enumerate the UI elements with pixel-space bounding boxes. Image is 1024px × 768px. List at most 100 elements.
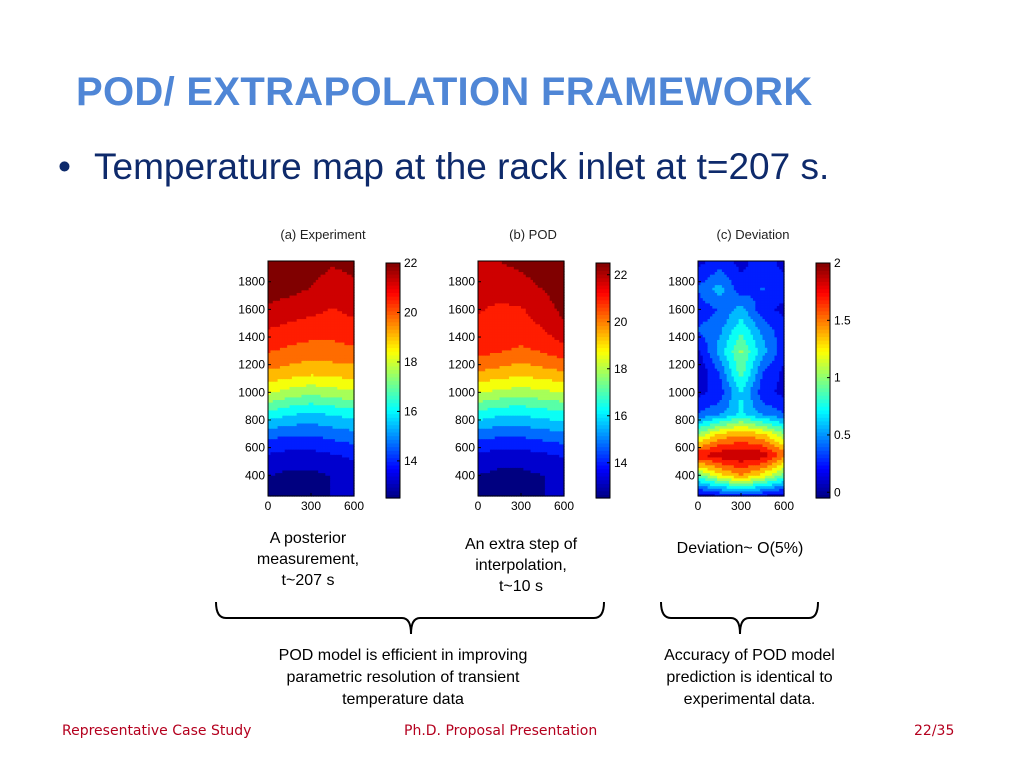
heatmap-cell	[332, 313, 336, 317]
heatmap-cell	[342, 365, 346, 369]
heatmap-cell	[277, 352, 281, 356]
heatmap-cell	[509, 409, 513, 414]
heatmap-cell	[506, 404, 510, 408]
heatmap-cell	[487, 488, 491, 492]
heatmap-cell	[561, 443, 565, 447]
heatmap-cell	[506, 490, 510, 494]
heatmap-cell	[506, 480, 510, 484]
heatmap-cell	[344, 315, 348, 320]
heatmap-cell	[279, 469, 283, 474]
heatmap-cell	[279, 360, 283, 364]
heatmap-cell	[306, 409, 310, 414]
heatmap-cell	[284, 404, 288, 408]
heatmap-cell	[301, 399, 305, 403]
heatmap-cell	[330, 493, 334, 497]
heatmap-cell	[330, 289, 334, 293]
heatmap-cell	[311, 261, 314, 265]
heatmap-cell	[494, 493, 498, 497]
heatmap-cell	[313, 360, 317, 364]
heatmap-cell	[561, 456, 565, 461]
heatmap-cell	[494, 475, 498, 479]
heatmap-cell	[334, 386, 338, 390]
heatmap-cell	[268, 490, 271, 494]
heatmap-cell	[482, 430, 486, 434]
heatmap-cell	[270, 412, 274, 416]
heatmap-cell	[320, 287, 324, 291]
heatmap-cell	[272, 459, 276, 463]
heatmap-cell	[299, 404, 303, 408]
heatmap-cell	[306, 493, 310, 497]
heatmap-cell	[492, 462, 496, 466]
heatmap-cell	[528, 456, 532, 461]
heatmap-cell	[291, 449, 295, 453]
heatmap-cell	[485, 378, 489, 382]
heatmap-cell	[322, 357, 326, 361]
heatmap-cell	[532, 454, 536, 458]
heatmap-cell	[322, 302, 326, 306]
heatmap-cell	[330, 475, 334, 479]
heatmap-cell	[287, 467, 291, 471]
heatmap-cell	[294, 334, 298, 338]
heatmap-cell	[294, 396, 298, 400]
heatmap-cell	[337, 362, 341, 367]
heatmap-cell	[337, 422, 341, 427]
heatmap-cell	[291, 289, 295, 293]
heatmap-cell	[497, 381, 501, 385]
heatmap-cell	[303, 362, 307, 367]
heatmap-cell	[315, 261, 319, 265]
heatmap-cell	[492, 428, 496, 432]
heatmap-cell	[270, 490, 274, 494]
heatmap-cell	[349, 318, 353, 322]
heatmap-cell	[303, 274, 307, 278]
heatmap-cell	[303, 449, 307, 453]
colorbar-swatch	[386, 435, 400, 440]
heatmap-cell	[320, 399, 324, 403]
heatmap-cell	[344, 493, 348, 497]
heatmap-cell	[509, 443, 513, 447]
heatmap-cell	[334, 328, 338, 333]
heatmap-cell	[334, 433, 338, 437]
heatmap-cell	[344, 328, 348, 333]
heatmap-cell	[532, 467, 536, 471]
heatmap-cell	[532, 386, 536, 390]
heatmap-cell	[299, 472, 303, 476]
heatmap-cell	[518, 378, 522, 382]
heatmap-cell	[532, 480, 536, 484]
heatmap-cell	[306, 480, 310, 484]
colorbar-swatch	[386, 450, 400, 455]
heatmap-cell	[346, 441, 350, 445]
heatmap-cell	[313, 422, 317, 427]
heatmap-cell	[284, 435, 288, 440]
heatmap-cell	[351, 326, 355, 330]
heatmap-cell	[516, 417, 520, 421]
heatmap-cell	[325, 433, 329, 437]
heatmap-cell	[540, 482, 544, 487]
heatmap-cell	[291, 420, 295, 424]
heatmap-cell	[561, 490, 565, 494]
heatmap-cell	[549, 388, 553, 393]
heatmap-cell	[320, 300, 324, 304]
heatmap-cell	[315, 360, 319, 364]
heatmap-cell	[294, 274, 298, 278]
heatmap-cell	[308, 339, 312, 343]
heatmap-cell	[296, 355, 300, 359]
heatmap-cell	[272, 284, 276, 288]
heatmap-cell	[489, 422, 493, 427]
heatmap-cell	[342, 284, 346, 288]
heatmap-cell	[349, 477, 353, 481]
heatmap-cell	[306, 349, 310, 353]
heatmap-cell	[532, 388, 536, 393]
heatmap-cell	[299, 409, 303, 414]
heatmap-cell	[282, 454, 286, 458]
heatmap-cell	[339, 279, 343, 283]
heatmap-cell	[511, 441, 515, 445]
heatmap-cell	[346, 449, 350, 453]
heatmap-cell	[272, 360, 276, 364]
heatmap-cell	[561, 435, 565, 440]
heatmap-cell	[523, 493, 527, 497]
heatmap-cell	[492, 381, 496, 385]
heatmap-cell	[528, 488, 532, 492]
heatmap-cell	[509, 415, 513, 419]
heatmap-cell	[547, 415, 551, 419]
heatmap-cell	[513, 425, 517, 429]
